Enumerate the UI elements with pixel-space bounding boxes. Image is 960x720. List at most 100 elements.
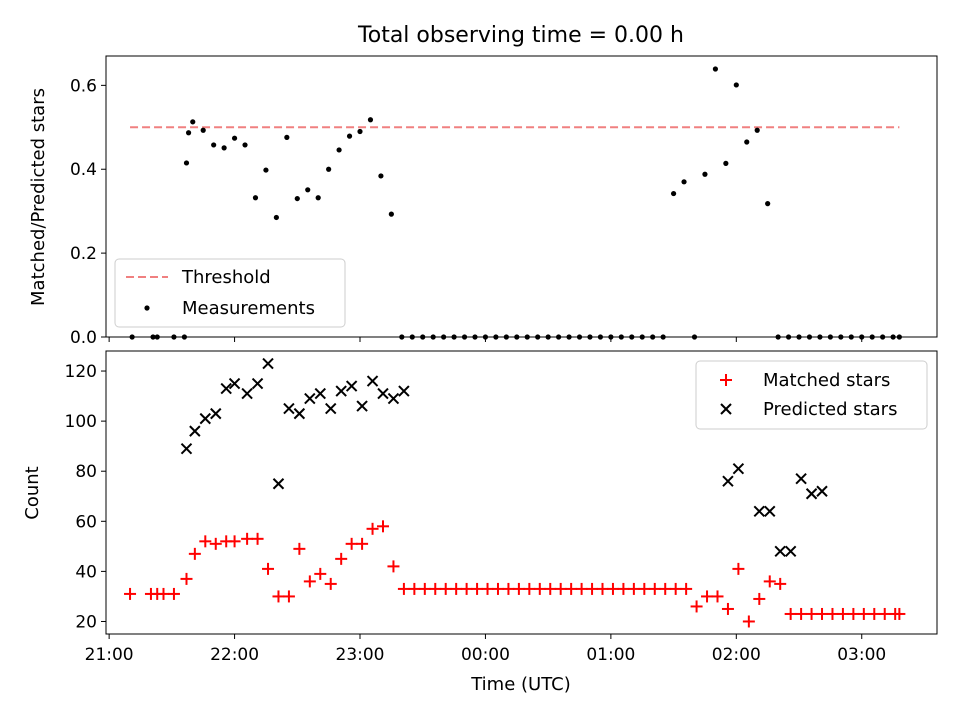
top-ytick-label: 0.0 xyxy=(70,328,97,348)
top-ytick-label: 0.4 xyxy=(70,160,97,180)
measurement-point xyxy=(367,117,374,123)
matched-star-point xyxy=(805,607,818,620)
matched-star-point xyxy=(481,582,494,595)
predicted-star-point xyxy=(262,357,274,370)
bottom-xtick-label: 22:00 xyxy=(210,645,259,665)
matched-star-point xyxy=(721,602,734,615)
predicted-star-point xyxy=(293,407,306,420)
measurement-point xyxy=(357,128,363,135)
measurement-point xyxy=(326,166,332,172)
predicted-star-point xyxy=(272,478,285,490)
matched-star-point xyxy=(575,582,588,595)
legend-predicted-label: Predicted stars xyxy=(763,399,897,420)
matched-star-point xyxy=(324,577,337,590)
top-ylabel: Matched/Predicted stars xyxy=(28,88,49,306)
bottom-xtick-label: 21:00 xyxy=(85,645,134,665)
legend-threshold-label: Threshold xyxy=(181,267,271,288)
matched-star-point xyxy=(893,607,906,620)
matched-star-point xyxy=(711,590,724,603)
predicted-star-point xyxy=(283,402,295,415)
predicted-star-point xyxy=(325,402,337,415)
predicted-star-point xyxy=(251,377,264,390)
legend-predicted-swatch xyxy=(720,403,732,415)
matched-star-point xyxy=(523,582,536,595)
matched-star-point xyxy=(418,582,431,595)
bottom-xtick-label: 00:00 xyxy=(461,645,510,665)
top-panel: 0.0 0.2 0.4 0.6 Matched/Predicted stars Thr… xyxy=(28,55,938,348)
measurement-point xyxy=(200,127,206,133)
measurement-point xyxy=(702,171,708,177)
matched-star-point xyxy=(742,615,755,628)
matched-star-point xyxy=(753,592,766,605)
matched-star-point xyxy=(763,575,776,588)
matched-star-point xyxy=(701,590,714,603)
matched-star-point xyxy=(606,582,619,595)
bottom-ylabel: Count xyxy=(22,466,43,519)
bottom-ytick-label: 120 xyxy=(65,362,97,382)
matched-star-point xyxy=(272,590,285,603)
measurement-point xyxy=(284,134,290,140)
measurement-point xyxy=(712,66,719,72)
bottom-legend: Matched stars Predicted stars xyxy=(695,360,928,430)
matched-star-point xyxy=(282,590,295,603)
predicted-star-point xyxy=(241,387,253,400)
matched-star-point xyxy=(669,582,682,595)
matched-star-point xyxy=(303,575,316,588)
bottom-ytick-label: 20 xyxy=(75,612,97,632)
matched-star-point xyxy=(596,582,609,595)
measurement-point xyxy=(733,82,739,88)
predicted-star-point xyxy=(795,473,807,485)
predicted-star-point xyxy=(366,375,379,387)
measurement-point xyxy=(315,195,321,201)
matched-star-point xyxy=(408,582,421,595)
matched-star-point xyxy=(209,537,222,550)
predicted-star-point xyxy=(722,475,734,487)
bottom-xtick-label: 03:00 xyxy=(837,645,886,665)
predicted-star-point xyxy=(816,485,828,497)
matched-star-point xyxy=(774,577,787,590)
bottom-xlabel: Time (UTC) xyxy=(470,674,571,695)
matched-star-point xyxy=(228,535,241,548)
matched-star-point xyxy=(387,560,400,573)
matched-star-point xyxy=(857,607,870,620)
measurement-point xyxy=(263,167,269,173)
predicted-star-point xyxy=(210,407,222,420)
legend-matched-swatch xyxy=(720,374,732,386)
matched-star-point xyxy=(167,587,180,600)
measurement-point xyxy=(346,133,353,139)
matched-star-point xyxy=(544,582,557,595)
matched-star-point xyxy=(157,587,170,600)
measurement-point xyxy=(336,147,342,153)
top-ytick-label: 0.6 xyxy=(70,76,97,96)
top-legend: Threshold Measurements xyxy=(114,258,346,328)
predicted-star-point xyxy=(732,463,745,475)
matched-star-point xyxy=(293,542,306,555)
measurement-point xyxy=(294,195,300,202)
bottom-ytick-label: 60 xyxy=(75,512,97,532)
matched-star-point xyxy=(356,537,369,550)
measurement-point xyxy=(723,160,729,166)
matched-star-point xyxy=(533,582,546,595)
matched-star-point xyxy=(439,582,452,595)
matched-star-point xyxy=(262,562,275,575)
predicted-star-point xyxy=(220,382,232,395)
predicted-star-point xyxy=(398,385,410,397)
measurement-point xyxy=(765,201,771,207)
matched-star-point xyxy=(554,582,567,595)
matched-star-point xyxy=(450,582,463,595)
matched-star-point xyxy=(680,582,693,595)
measurement-point xyxy=(754,127,760,133)
matched-star-point xyxy=(659,582,672,595)
bottom-ytick-label: 80 xyxy=(75,462,97,482)
matched-star-point xyxy=(816,607,829,620)
matched-star-point xyxy=(188,547,201,560)
matched-star-point xyxy=(345,537,358,550)
bottom-xtick-label: 01:00 xyxy=(586,645,635,665)
legend-matched-label: Matched stars xyxy=(763,370,890,391)
matched-star-point xyxy=(784,607,797,620)
chart-title: Total observing time = 0.00 h xyxy=(357,23,684,48)
measurement-point xyxy=(273,214,279,221)
measurement-point xyxy=(190,119,196,125)
measurement-point xyxy=(183,160,190,166)
predicted-star-point xyxy=(199,412,212,425)
